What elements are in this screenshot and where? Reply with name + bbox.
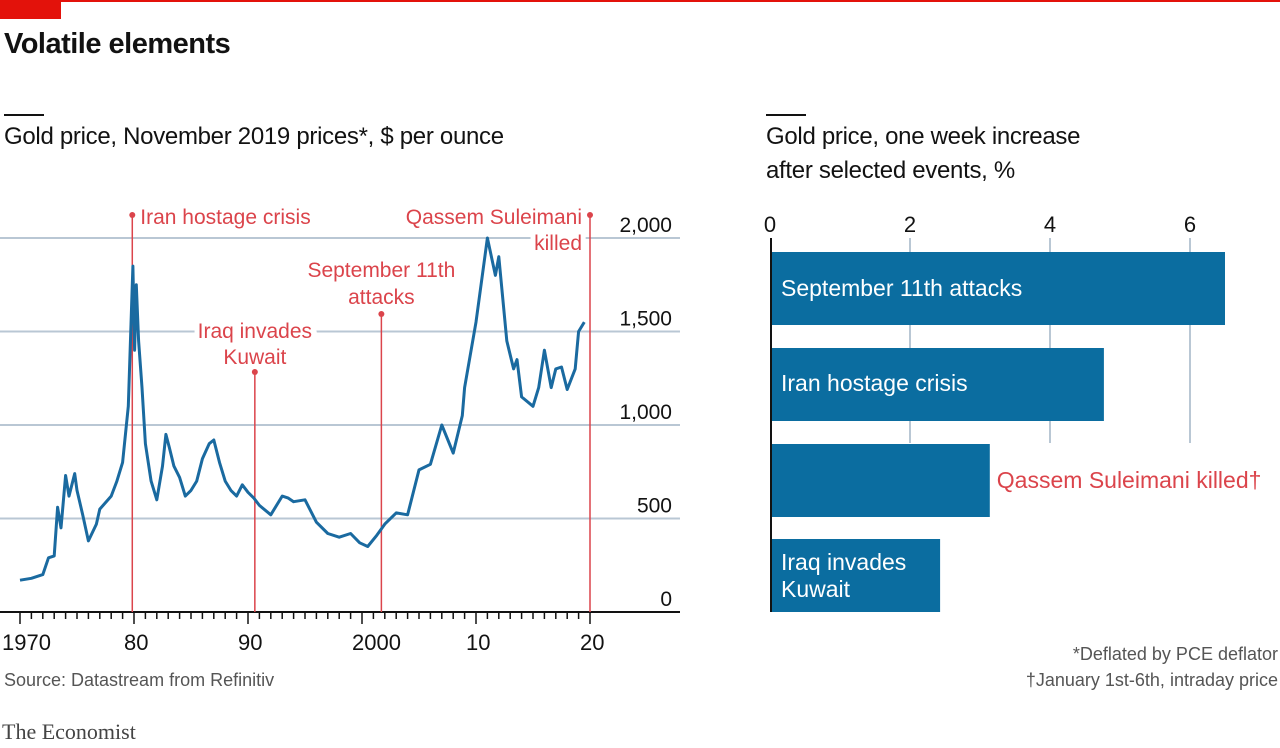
bar (770, 252, 1225, 325)
page-title: Volatile elements (4, 28, 231, 60)
y-tick-label: 1,000 (619, 401, 672, 424)
economist-logo: The Economist (2, 719, 136, 744)
right-title-rule (766, 114, 806, 116)
x-tick-label: 10 (466, 630, 490, 655)
event-marker (587, 212, 593, 218)
event-marker (378, 311, 385, 317)
gold-price-line (19, 236, 586, 582)
right-title-line-2: after selected events, % (766, 157, 1015, 184)
y-tick-label: 1,500 (619, 308, 672, 331)
bar-label: Iran hostage crisis (781, 370, 968, 396)
right-chart-title: Gold price, one week increase after sele… (766, 120, 1080, 188)
x-tick-label: 20 (580, 630, 604, 655)
left-chart-title: Gold price, November 2019 prices*, $ per… (4, 123, 504, 150)
event-label: Kuwait (223, 346, 286, 369)
footnote-intraday: †January 1st-6th, intraday price (1025, 670, 1278, 690)
bar-x-tick-label: 6 (1184, 212, 1196, 237)
event-label: Qassem Suleimani (406, 206, 582, 229)
bar-label: Qassem Suleimani killed† (997, 467, 1262, 493)
brand-rule (0, 0, 1280, 2)
bar (770, 444, 990, 517)
bar (770, 539, 941, 612)
bar-label: Iraq invades (781, 549, 906, 575)
x-tick-label: 90 (238, 630, 262, 655)
event-label: Iran hostage crisis (140, 206, 310, 229)
y-tick-label: 0 (660, 588, 672, 611)
event-marker (129, 212, 136, 218)
x-tick-label: 2000 (352, 630, 401, 655)
bar-label: September 11th attacks (781, 275, 1022, 301)
right-title-line-1: Gold price, one week increase (766, 123, 1081, 150)
event-label: Iraq invades (198, 320, 312, 343)
event-label: attacks (348, 286, 415, 309)
event-marker (251, 369, 258, 375)
bar-label: Kuwait (781, 576, 851, 602)
bar-x-tick-label: 2 (904, 212, 916, 237)
bar-x-tick-label: 0 (764, 212, 776, 237)
left-title-rule (4, 114, 44, 116)
x-tick-label: 1970 (2, 630, 51, 655)
event-label: September 11th (307, 259, 455, 282)
bar (770, 348, 1104, 421)
x-tick-label: 80 (124, 630, 148, 655)
source-note: Source: Datastream from Refinitiv (4, 670, 275, 690)
y-tick-label: 500 (637, 495, 672, 518)
brand-tab (0, 0, 61, 19)
event-label: killed (534, 232, 582, 255)
bar-x-tick-label: 4 (1044, 212, 1056, 237)
y-tick-label: 2,000 (619, 214, 672, 237)
footnote-deflator: *Deflated by PCE deflator (1072, 644, 1278, 664)
